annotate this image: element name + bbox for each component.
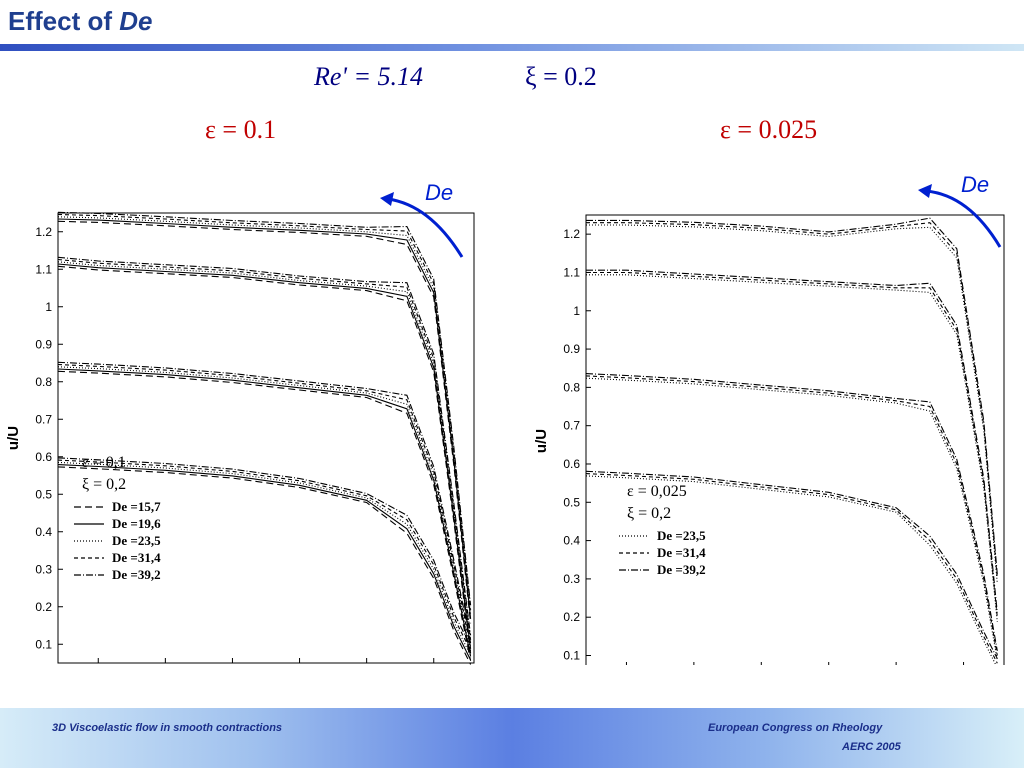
series-line-4 bbox=[57, 461, 472, 656]
y-tick-label: 0.8 bbox=[35, 375, 52, 389]
y-tick-label: 1.2 bbox=[35, 225, 52, 239]
legend-entry: De =31,4 bbox=[112, 550, 161, 565]
footer-aerc: AERC 2005 bbox=[842, 741, 901, 753]
legend-entry: De =23,5 bbox=[657, 528, 706, 543]
series-line-1 bbox=[57, 220, 472, 624]
velocity-chart-right: 0.10.20.30.40.50.60.70.80.911.11.2123456… bbox=[533, 172, 1005, 665]
series-line-4 bbox=[585, 470, 998, 659]
plot-frame bbox=[57, 212, 475, 664]
y-tick-label: 0.2 bbox=[35, 600, 52, 614]
y-tick-label: 1.1 bbox=[563, 265, 580, 279]
legend-entry: De =23,5 bbox=[112, 533, 161, 548]
series-line-3 bbox=[57, 366, 472, 652]
y-tick-label: 0.1 bbox=[563, 649, 580, 663]
series-line-3 bbox=[57, 361, 472, 643]
reynolds-equation: Re' = 5.14 bbox=[314, 62, 424, 91]
series-line-4 bbox=[585, 475, 997, 665]
de-arrow-label: De bbox=[425, 180, 453, 205]
de-arrow-head bbox=[380, 192, 394, 206]
series-line-3 bbox=[585, 373, 998, 651]
footer-conference: European Congress on Rheology bbox=[708, 722, 883, 734]
y-tick-label: 0.4 bbox=[563, 534, 580, 548]
series-line-2 bbox=[57, 263, 472, 649]
y-tick-label: 0.6 bbox=[563, 457, 580, 471]
y-axis-label: u/U bbox=[533, 429, 550, 453]
y-tick-label: 0.7 bbox=[35, 412, 52, 426]
legend-parameter: ξ = 0,2 bbox=[82, 476, 126, 493]
y-tick-label: 0.7 bbox=[563, 419, 580, 433]
x-tick-label: 6 bbox=[430, 669, 437, 670]
x-tick-label: 2 bbox=[162, 669, 169, 670]
epsilon-right-equation: ε = 0.025 bbox=[720, 115, 818, 144]
series-line-1 bbox=[586, 217, 998, 575]
series-line-4 bbox=[57, 466, 472, 665]
series-line-4 bbox=[585, 473, 998, 664]
y-tick-label: 0.5 bbox=[563, 495, 580, 509]
series-line-3 bbox=[57, 363, 472, 648]
y-tick-label: 1.1 bbox=[35, 262, 52, 276]
footer-left-text: 3D Viscoelastic flow in smooth contracti… bbox=[52, 722, 283, 734]
y-tick-label: 0.2 bbox=[563, 610, 580, 624]
slide-title: Effect of De bbox=[8, 6, 152, 37]
legend-entry: De =15,7 bbox=[112, 499, 161, 514]
y-tick-label: 0.9 bbox=[563, 342, 580, 356]
y-tick-label: 0.1 bbox=[35, 637, 52, 651]
velocity-chart-left: 0.1 0.2 0.3 0.4 0.5 0.6 0.7 0.8 0.9 1 1.1 1.2 1 2 3 4 5 6… bbox=[5, 180, 475, 670]
series-line-1 bbox=[586, 222, 998, 579]
y-tick-label: 1 bbox=[573, 304, 580, 318]
series-line-3 bbox=[57, 370, 472, 661]
epsilon-left-equation: ε = 0.1 bbox=[205, 115, 277, 144]
legend-parameter: ξ = 0,2 bbox=[627, 505, 671, 522]
legend-parameter: ε = 0,1 bbox=[82, 454, 126, 471]
de-arrow-shaft bbox=[925, 189, 1002, 248]
series-line-2 bbox=[586, 271, 998, 618]
footer-bar: 3D Viscoelastic flow in smooth contracti… bbox=[0, 708, 1024, 768]
y-tick-label: 1 bbox=[45, 300, 52, 314]
title-underline bbox=[0, 44, 1024, 51]
series-line-2 bbox=[57, 265, 472, 654]
x-tick-label: 1 bbox=[95, 669, 102, 670]
title-prefix: Effect of bbox=[8, 6, 120, 36]
series-line-2 bbox=[586, 269, 998, 613]
legend-entry: De =19,6 bbox=[112, 516, 161, 531]
xi-equation: ξ = 0.2 bbox=[525, 62, 597, 91]
title-italic: De bbox=[119, 6, 153, 36]
series-line-2 bbox=[57, 258, 472, 640]
y-tick-label: 0.9 bbox=[35, 337, 52, 351]
de-arrow-label: De bbox=[961, 172, 989, 197]
y-axis-label: u/U bbox=[5, 426, 22, 450]
de-arrow-head bbox=[918, 184, 932, 198]
x-tick-label: 4 bbox=[296, 669, 303, 670]
legend-parameter: ε = 0,025 bbox=[627, 483, 687, 500]
y-tick-label: 0.5 bbox=[35, 487, 52, 501]
series-line-3 bbox=[57, 368, 472, 657]
y-tick-label: 0.3 bbox=[35, 562, 52, 576]
y-tick-label: 0.4 bbox=[35, 525, 52, 539]
series-line-4 bbox=[57, 459, 472, 652]
series-line-1 bbox=[57, 218, 472, 619]
y-tick-label: 0.8 bbox=[563, 380, 580, 394]
series-line-2 bbox=[57, 256, 472, 636]
plot-frame bbox=[585, 214, 1005, 665]
y-tick-label: 1.2 bbox=[563, 227, 580, 241]
series-line-4 bbox=[57, 464, 472, 661]
legend-entry: De =31,4 bbox=[657, 545, 706, 560]
de-arrow-shaft bbox=[387, 197, 464, 258]
series-line-3 bbox=[585, 377, 998, 661]
series-line-4 bbox=[57, 457, 472, 647]
series-line-1 bbox=[57, 211, 472, 606]
y-tick-label: 0.6 bbox=[35, 450, 52, 464]
legend-entry: De =39,2 bbox=[112, 567, 161, 582]
series-line-2 bbox=[586, 274, 998, 622]
y-tick-label: 0.3 bbox=[563, 572, 580, 586]
x-tick-label: 3 bbox=[229, 669, 236, 670]
series-line-1 bbox=[586, 224, 998, 584]
x-tick-label: 5 bbox=[363, 669, 370, 670]
legend-entry: De =39,2 bbox=[657, 562, 706, 577]
